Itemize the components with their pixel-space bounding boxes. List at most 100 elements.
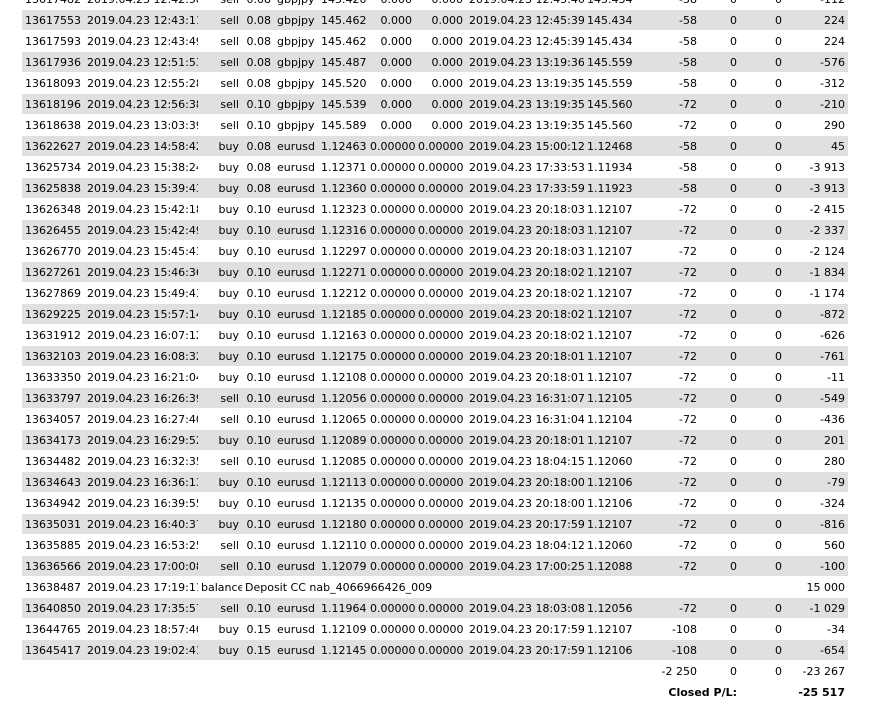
- close-time: 2019.04.23 20:18:01: [466, 430, 584, 450]
- size: 0.10: [246, 244, 272, 258]
- stop-loss: 0.000: [367, 0, 415, 9]
- close-time: 2019.04.23 20:18:01: [469, 370, 584, 384]
- item: eurusd: [277, 622, 315, 636]
- take-profit: 0.000: [415, 0, 466, 9]
- profit: -11: [827, 370, 845, 384]
- commission: -72: [635, 514, 700, 534]
- type: sell: [198, 598, 242, 618]
- table-row: 13627261 2019.04.23 15:46:36 buy 0.10 eurusd…: [22, 262, 848, 282]
- commission: -58: [635, 178, 700, 198]
- table-row: 13644765 2019.04.23 18:57:40 buy 0.15 eurusd…: [22, 619, 848, 639]
- table-row: 13632103 2019.04.23 16:08:32 buy 0.10 eurusd…: [22, 346, 848, 366]
- ticket: 13617593: [25, 34, 81, 48]
- take-profit: 0.000: [415, 52, 466, 72]
- item: eurusd: [274, 136, 318, 156]
- taxes: 0: [700, 346, 740, 366]
- taxes: 0: [700, 178, 740, 198]
- table-row: 13625734 2019.04.23 15:38:24 buy 0.08 eurusd…: [22, 157, 848, 177]
- stop-loss: 0.00000: [370, 496, 415, 510]
- table-row: 13622627 2019.04.23 14:58:42 buy 0.08 eurusd…: [22, 136, 848, 156]
- open-price: 1.12109: [321, 622, 367, 636]
- stop-loss: 0.00000: [370, 202, 415, 216]
- item: eurusd: [277, 412, 315, 426]
- taxes: 0: [700, 52, 740, 72]
- take-profit: 0.00000: [418, 328, 464, 342]
- take-profit: 0.00000: [415, 304, 466, 324]
- closed-pl-row: Closed P/L: -25 517: [22, 682, 848, 702]
- statement: 136174822019.04.23 12:42:58sell0.08gbpjp…: [22, 0, 848, 703]
- stop-loss: 0.000: [367, 52, 415, 72]
- open-time: 2019.04.23 16:27:40: [87, 412, 198, 426]
- open-time: 2019.04.23 16:21:04: [87, 370, 198, 384]
- open-price: 1.12079: [318, 556, 367, 576]
- close-time: 2019.04.23 18:04:12: [469, 538, 584, 552]
- close-time: 2019.04.23 20:17:59: [466, 514, 584, 534]
- close-time: 2019.04.23 20:18:00: [466, 472, 584, 492]
- item: gbpjpy: [277, 76, 315, 90]
- stop-loss: 0.00000: [367, 304, 415, 324]
- open-price: 145.462: [321, 34, 367, 48]
- close-price: 1.12107: [587, 244, 633, 258]
- taxes: 0: [730, 286, 737, 300]
- taxes: 0: [700, 430, 740, 450]
- open-time: 2019.04.23 12:43:11: [84, 10, 198, 30]
- ticket: 13644765: [25, 622, 81, 636]
- open-time: 2019.04.23 12:56:38: [84, 94, 198, 114]
- close-price: 1.12107: [584, 430, 635, 450]
- close-time: 2019.04.23 20:18:03: [466, 220, 584, 240]
- close-time: 2019.04.23 20:18:02: [469, 328, 584, 342]
- open-time: 2019.04.23 15:42:18: [87, 202, 198, 216]
- open-price: 1.12271: [318, 262, 367, 282]
- table-row: 13618093 2019.04.23 12:55:28 sell 0.08 gbpjp…: [22, 73, 848, 93]
- commission: -72: [635, 262, 700, 282]
- item: eurusd: [274, 598, 318, 618]
- item: gbpjpy: [274, 0, 318, 9]
- item: eurusd: [274, 430, 318, 450]
- size: 0.10: [246, 286, 272, 300]
- item: eurusd: [277, 370, 315, 384]
- ticket: 13638487: [25, 580, 81, 594]
- item: eurusd: [277, 328, 315, 342]
- taxes: 0: [700, 556, 740, 576]
- item: eurusd: [274, 472, 318, 492]
- open-time: 2019.04.23 14:58:42: [84, 136, 198, 156]
- take-profit: 0.00000: [415, 346, 466, 366]
- item: eurusd: [277, 454, 315, 468]
- profit: 560: [824, 538, 845, 552]
- close-time: 2019.04.23 20:17:59: [469, 622, 584, 636]
- close-price: 1.12106: [584, 472, 635, 492]
- take-profit: 0.00000: [418, 622, 464, 636]
- open-time: 2019.04.23 16:40:37: [84, 514, 198, 534]
- swap: 0: [740, 52, 785, 72]
- open-time: 2019.04.23 12:51:53: [84, 52, 198, 72]
- swap: 0: [740, 94, 785, 114]
- ticket: 13634482: [25, 454, 81, 468]
- close-price: 1.12056: [584, 598, 635, 618]
- table-row: 13635031 2019.04.23 16:40:37 buy 0.10 eurusd…: [22, 514, 848, 534]
- take-profit: 0.00000: [418, 160, 464, 174]
- profit: 15 000: [806, 580, 846, 594]
- size: 0.10: [242, 598, 274, 618]
- ticket: 13634942: [25, 496, 81, 510]
- item: gbpjpy: [274, 94, 318, 114]
- profit: 45: [785, 136, 848, 156]
- taxes: 0: [700, 94, 740, 114]
- open-time: 2019.04.23 19:02:41: [84, 640, 198, 660]
- item: gbpjpy: [277, 34, 315, 48]
- open-price: 1.12065: [321, 412, 367, 426]
- trades-table: 136174822019.04.23 12:42:58sell0.08gbpjp…: [22, 0, 848, 703]
- swap: 0: [740, 10, 785, 30]
- profit: -2 124: [809, 244, 845, 258]
- open-time: 2019.04.23 15:45:43: [87, 244, 198, 258]
- close-time: 2019.04.23 20:18:00: [469, 496, 584, 510]
- commission: -72: [679, 328, 697, 342]
- taxes: 0: [730, 118, 737, 132]
- close-time: 2019.04.23 20:18:03: [469, 202, 584, 216]
- close-time: 2019.04.23 20:18:02: [466, 262, 584, 282]
- ticket: 13634643: [22, 472, 84, 492]
- ticket: 13627261: [22, 262, 84, 282]
- stop-loss: 0.00000: [370, 160, 415, 174]
- taxes: 0: [700, 388, 740, 408]
- take-profit: 0.000: [431, 34, 464, 48]
- taxes: 0: [730, 244, 737, 258]
